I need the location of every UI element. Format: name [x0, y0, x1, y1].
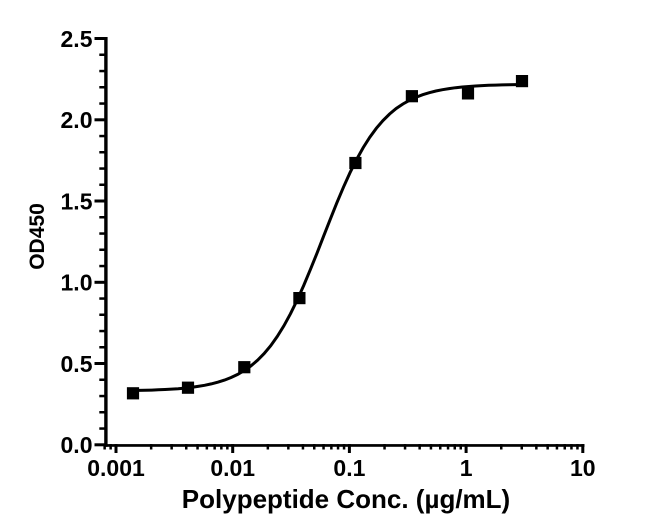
- svg-text:OD450: OD450: [26, 203, 49, 270]
- svg-text:1.0: 1.0: [61, 270, 93, 296]
- svg-text:1: 1: [460, 455, 473, 481]
- svg-text:0.001: 0.001: [87, 455, 145, 481]
- svg-text:0.5: 0.5: [61, 351, 93, 377]
- svg-text:10: 10: [570, 455, 596, 481]
- svg-text:0.01: 0.01: [210, 455, 255, 481]
- svg-text:0.1: 0.1: [333, 455, 365, 481]
- svg-text:1.5: 1.5: [61, 188, 93, 214]
- svg-text:Polypeptide Conc. (µg/mL): Polypeptide Conc. (µg/mL): [182, 484, 510, 514]
- svg-text:0.0: 0.0: [61, 432, 93, 458]
- svg-text:2.5: 2.5: [61, 26, 93, 52]
- svg-text:2.0: 2.0: [61, 107, 93, 133]
